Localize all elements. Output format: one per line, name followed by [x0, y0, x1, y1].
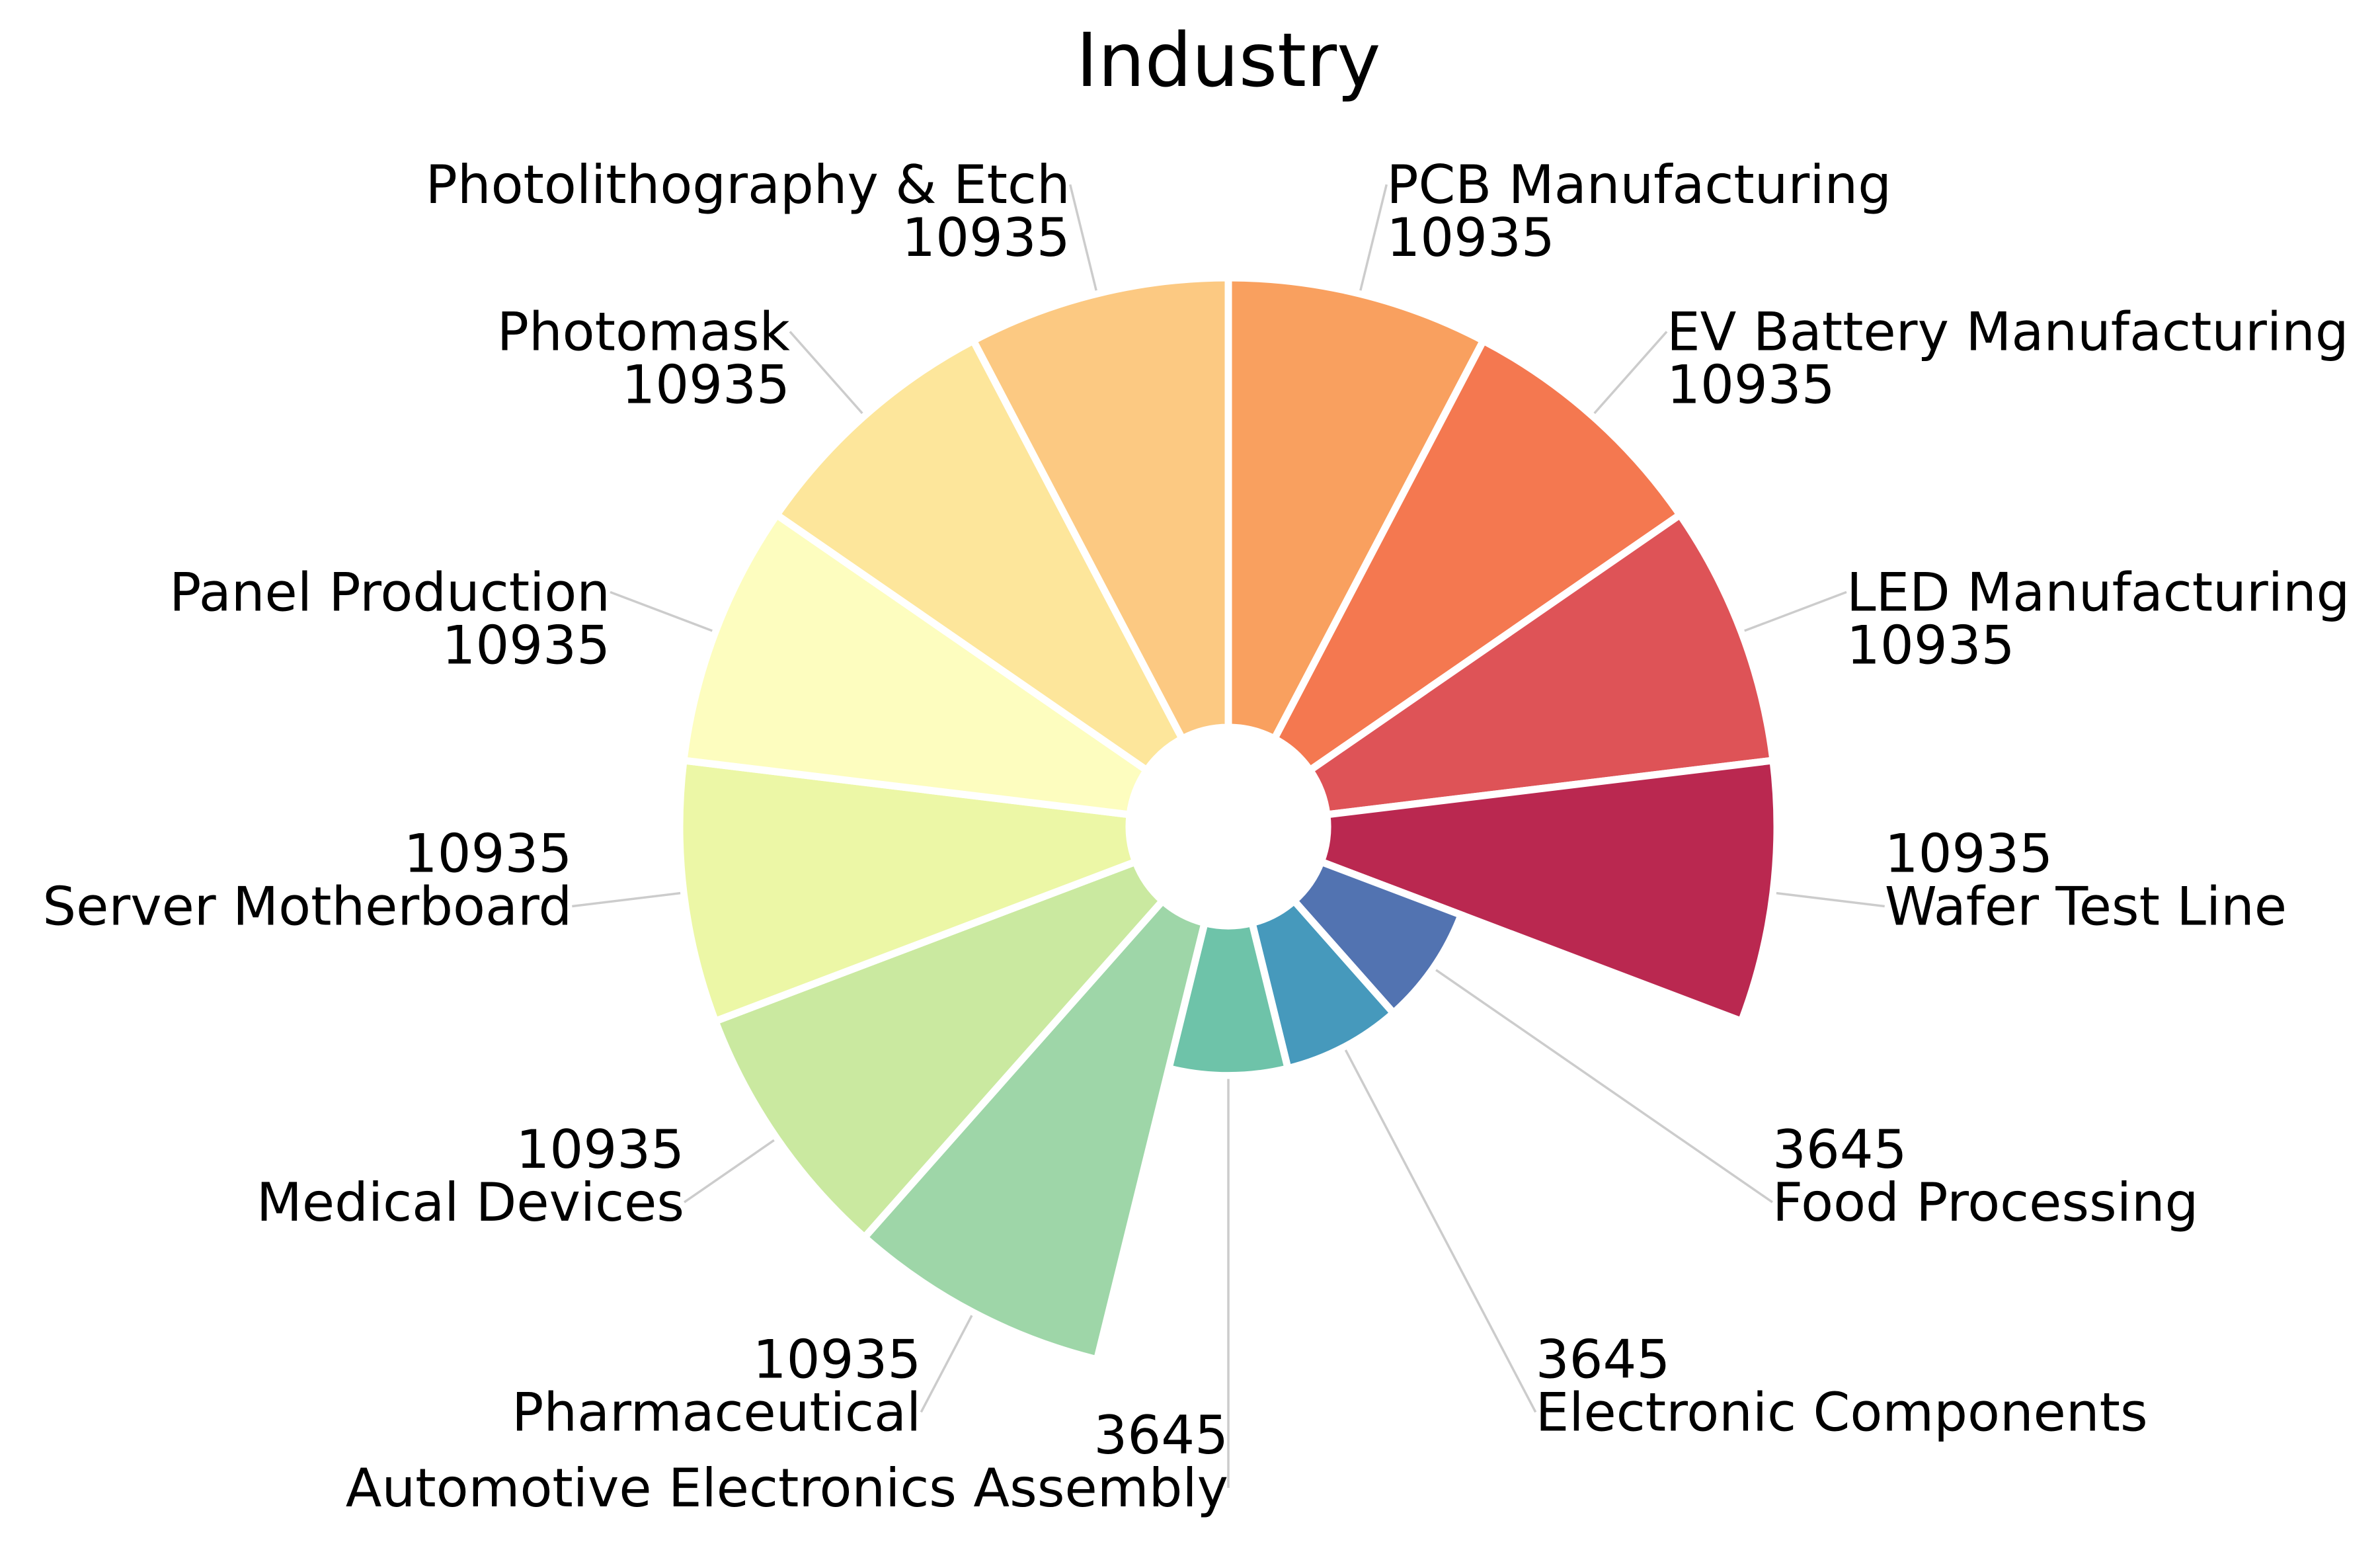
slice-value-panel-production: 10935: [442, 614, 610, 676]
slice-value-ev-battery-manufacturing: 10935: [1667, 354, 1835, 415]
slice-label-photolithography-and-etch: Photolithography & Etch: [426, 154, 1070, 216]
slice-label-pcb-manufacturing: PCB Manufacturing: [1386, 154, 1891, 216]
slice-photomask: [772, 335, 1187, 776]
slice-ev-battery-manufacturing: [1269, 335, 1685, 776]
slice-panel-production: [679, 509, 1152, 819]
slice-value-photolithography-and-etch: 10935: [902, 207, 1070, 268]
slice-value-server-motherboard: 10935: [404, 823, 573, 885]
slice-label-electronic-components: Electronic Components: [1536, 1381, 2148, 1443]
slice-wafer-test-line: [1316, 756, 1781, 1026]
slice-label-medical-devices: Medical Devices: [257, 1172, 684, 1233]
slice-medical-devices: [710, 857, 1168, 1243]
leader-line-led-manufacturing: [1744, 591, 1847, 632]
slice-label-panel-production: Panel Production: [169, 561, 610, 623]
slice-pcb-manufacturing: [1224, 274, 1489, 744]
chart-title: Industry: [1076, 18, 1381, 104]
slice-value-photomask: 10935: [621, 354, 790, 415]
leader-line-pcb-manufacturing: [1359, 184, 1388, 291]
slice-value-electronic-components: 3645: [1536, 1328, 1671, 1390]
slice-label-photomask: Photomask: [497, 301, 791, 362]
leader-line-server-motherboard: [572, 891, 681, 908]
leader-line-photolithography-and-etch: [1068, 184, 1097, 291]
leader-line-panel-production: [610, 591, 713, 632]
slice-electronic-components: [1248, 895, 1399, 1073]
slice-label-pharmaceutical: Pharmaceutical: [512, 1381, 921, 1443]
slice-value-wafer-test-line: 10935: [1885, 823, 2053, 885]
leader-line-food-processing: [1435, 969, 1773, 1203]
leader-lines-group: [572, 184, 1885, 1488]
slice-label-automotive-electronics-assembly: Automotive Electronics Assembly: [346, 1457, 1228, 1519]
slice-label-led-manufacturing: LED Manufacturing: [1846, 561, 2350, 623]
slice-value-led-manufacturing: 10935: [1846, 614, 2015, 676]
slice-label-server-motherboard: Server Motherboard: [42, 876, 572, 938]
slice-value-automotive-electronics-assembly: 3645: [1093, 1405, 1228, 1466]
slice-label-ev-battery-manufacturing: EV Battery Manufacturing: [1667, 301, 2349, 362]
slice-value-food-processing: 3645: [1772, 1119, 1907, 1180]
leader-line-electronic-components: [1344, 1049, 1537, 1413]
leader-line-wafer-test-line: [1776, 891, 1885, 908]
leader-line-medical-devices: [684, 1139, 775, 1203]
slice-value-medical-devices: 10935: [516, 1119, 685, 1180]
slice-server-motherboard: [676, 756, 1140, 1026]
slice-label-food-processing: Food Processing: [1772, 1172, 2198, 1233]
slices-group: [676, 274, 1781, 1364]
slice-value-pharmaceutical: 10935: [753, 1328, 922, 1390]
slice-pharmaceutical: [859, 895, 1209, 1364]
leader-line-photomask: [789, 331, 863, 415]
slice-label-wafer-test-line: Wafer Test Line: [1885, 876, 2287, 938]
leader-line-pharmaceutical: [920, 1315, 973, 1413]
slice-photolithography-and-etch: [968, 274, 1232, 744]
slice-led-manufacturing: [1304, 509, 1778, 819]
slice-value-pcb-manufacturing: 10935: [1386, 207, 1555, 268]
leader-line-ev-battery-manufacturing: [1593, 331, 1668, 415]
slice-food-processing: [1289, 857, 1466, 1018]
